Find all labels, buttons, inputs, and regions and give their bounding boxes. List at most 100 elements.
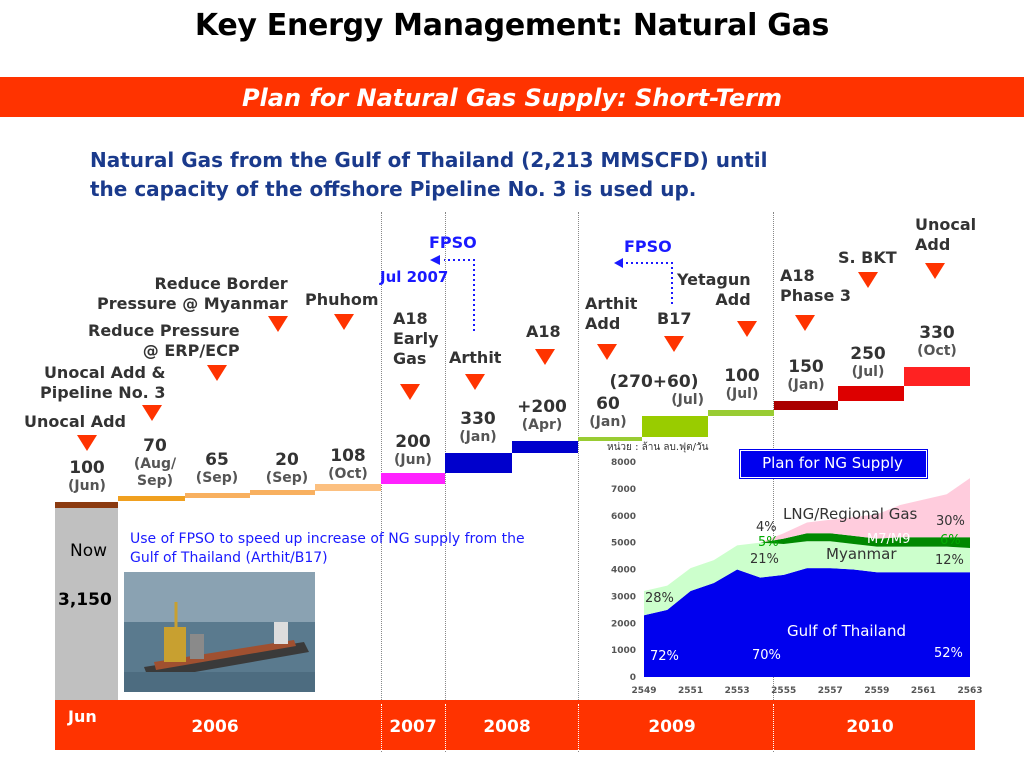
event-a18: A18 [526, 322, 561, 341]
area-series-0 [644, 568, 970, 677]
step-value: 70 (Aug/ Sep) [133, 436, 177, 489]
step-bar [774, 401, 838, 410]
intro-text: Natural Gas from the Gulf of Thailand (2… [90, 146, 890, 204]
marker-triangle-icon [268, 316, 288, 332]
step-bar [838, 386, 904, 401]
chart-unit-label: หน่วย : ล้าน ลบ.ฟุต/วัน [607, 442, 709, 453]
y-tick-label: 2000 [611, 619, 636, 629]
x-tick-label: 2559 [864, 686, 889, 696]
x-tick-label: 2557 [818, 686, 843, 696]
event-unocal-pipeline: Unocal Add & Pipeline No. 3 [40, 363, 166, 402]
event-reduce-border: Reduce Border Pressure @ Myanmar [97, 274, 288, 313]
step-value: +200 (Apr) [517, 397, 567, 433]
step-value: 60 (Jan) [589, 394, 627, 430]
now-month: Jun [68, 707, 97, 726]
step-value: (270+60) (Jul) [609, 372, 704, 408]
chart-annotation: 12% [935, 553, 964, 568]
event-s-bkt: S. BKT [838, 248, 897, 267]
chart-title: Plan for NG Supply [762, 454, 903, 472]
chart-annotation: 5% [758, 535, 779, 550]
step-bar [55, 502, 118, 508]
x-tick-label: 2549 [631, 686, 656, 696]
area-series-2 [644, 533, 970, 591]
step-bar [315, 484, 381, 491]
y-tick-label: 0 [630, 673, 636, 683]
x-tick-label: 2553 [725, 686, 750, 696]
marker-triangle-icon [465, 374, 485, 390]
event-a18-phase3: A18 Phase 3 [780, 266, 851, 305]
intro-line-1: Natural Gas from the Gulf of Thailand (2… [90, 148, 768, 172]
event-arthit: Arthit [449, 348, 502, 367]
divider-2008 [445, 212, 446, 752]
step-bar [578, 437, 642, 441]
year-2009: 2009 [648, 717, 696, 737]
chart-annotation: 28% [645, 591, 674, 606]
marker-triangle-icon [207, 365, 227, 381]
step-value: 100 (Jun) [68, 458, 106, 494]
step-bar [642, 416, 708, 437]
step-bar [185, 493, 250, 498]
marker-triangle-icon [795, 315, 815, 331]
marker-triangle-icon [597, 344, 617, 360]
banner-title: Plan for Natural Gas Supply: Short-Term [241, 84, 783, 112]
chart-annotation: 72% [650, 649, 679, 664]
banner [0, 77, 1024, 117]
marker-triangle-icon [535, 349, 555, 365]
year-divider [773, 704, 774, 750]
event-arthit-add: Arthit Add [585, 294, 638, 333]
year-bar [55, 700, 975, 750]
series-label-lng: LNG/Regional Gas [783, 505, 918, 523]
event-yetagun-add: Yetagun Add [677, 270, 751, 309]
step-value: 200 (Jun) [394, 432, 432, 468]
y-tick-label: 6000 [611, 512, 636, 522]
year-2006: 2006 [191, 717, 239, 737]
event-unocal-add-2: Unocal Add [915, 215, 977, 254]
chart-annotation: 21% [750, 552, 779, 567]
step-value: 20 (Sep) [265, 450, 309, 486]
y-tick-label: 1000 [611, 646, 636, 656]
x-tick-label: 2561 [911, 686, 936, 696]
series-label-m7m9: M7/M9 [867, 532, 911, 547]
fpso-note: Use of FPSO to speed up increase of NG s… [130, 531, 525, 566]
marker-triangle-icon [858, 272, 878, 288]
step-bar [512, 441, 578, 453]
marker-triangle-icon [334, 314, 354, 330]
fpso-photo [124, 572, 315, 692]
step-value: 108 (Oct) [328, 446, 368, 482]
event-a18-early-gas: A18 Early Gas [393, 309, 439, 368]
marker-triangle-icon [142, 405, 162, 421]
chart-annotation: 4% [756, 520, 777, 535]
step-value: 100 (Jul) [724, 366, 760, 402]
divider-2010 [773, 212, 774, 752]
page-title: Key Energy Management: Natural Gas [194, 8, 830, 43]
event-reduce-pressure: Reduce Pressure @ ERP/ECP [88, 321, 240, 360]
marker-triangle-icon [664, 336, 684, 352]
year-2008: 2008 [483, 717, 531, 737]
chart-annotation: 6% [940, 533, 961, 548]
fpso-label-2: FPSO [624, 237, 672, 256]
fpso-arrow-2-icon [614, 258, 673, 304]
step-bar [708, 410, 774, 416]
y-tick-label: 3000 [611, 592, 636, 602]
intro-line-2: the capacity of the offshore Pipeline No… [90, 177, 697, 201]
chart-annotation: 52% [934, 646, 963, 661]
marker-triangle-icon [925, 263, 945, 279]
step-bar [904, 367, 970, 386]
x-tick-label: 2563 [957, 686, 982, 696]
now-label: Now [70, 541, 108, 561]
marker-triangle-icon [400, 384, 420, 400]
now-column [55, 508, 118, 700]
x-tick-label: 2551 [678, 686, 703, 696]
step-value: 250 (Jul) [850, 344, 886, 380]
event-phuhom: Phuhom [305, 290, 379, 309]
step-value: 150 (Jan) [787, 357, 825, 393]
area-series-1 [644, 541, 970, 616]
series-label-gulf: Gulf of Thailand [787, 622, 906, 640]
marker-triangle-icon [77, 435, 97, 451]
year-2007: 2007 [389, 717, 437, 737]
chart-annotation: 30% [936, 514, 965, 529]
year-divider [445, 704, 446, 750]
area-series-3 [644, 478, 970, 591]
x-tick-label: 2555 [771, 686, 796, 696]
step-value: 330 (Oct) [917, 323, 957, 359]
